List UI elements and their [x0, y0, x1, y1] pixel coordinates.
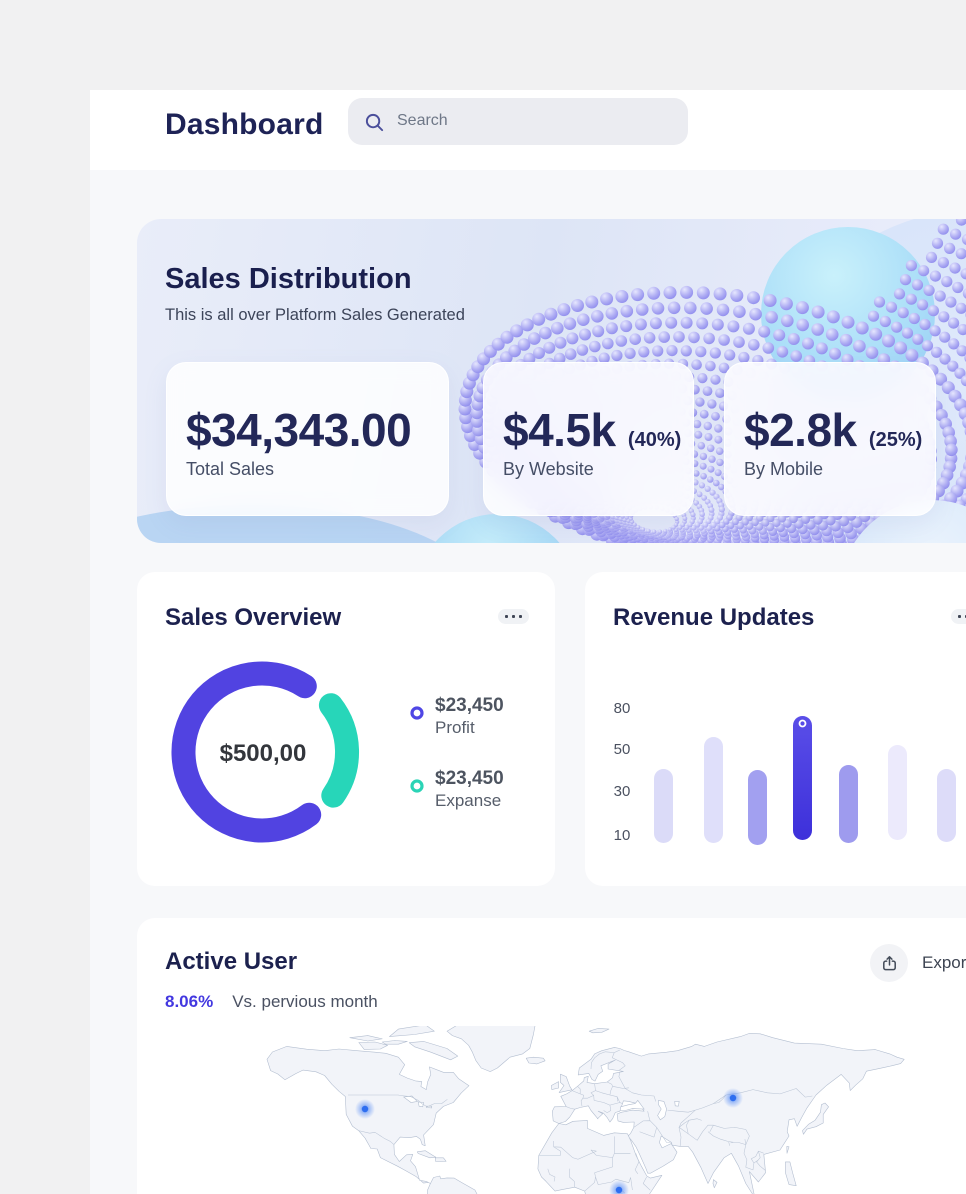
svg-text:50: 50: [614, 741, 631, 758]
svg-text:80: 80: [614, 700, 631, 717]
svg-text:Profit: Profit: [435, 718, 475, 737]
svg-text:$23,450: $23,450: [435, 695, 504, 716]
svg-text:$23,450: $23,450: [435, 768, 504, 789]
svg-text:30: 30: [614, 783, 631, 800]
svg-text:$500,00: $500,00: [220, 740, 307, 767]
svg-text:10: 10: [614, 827, 631, 844]
svg-text:Expanse: Expanse: [435, 791, 501, 810]
